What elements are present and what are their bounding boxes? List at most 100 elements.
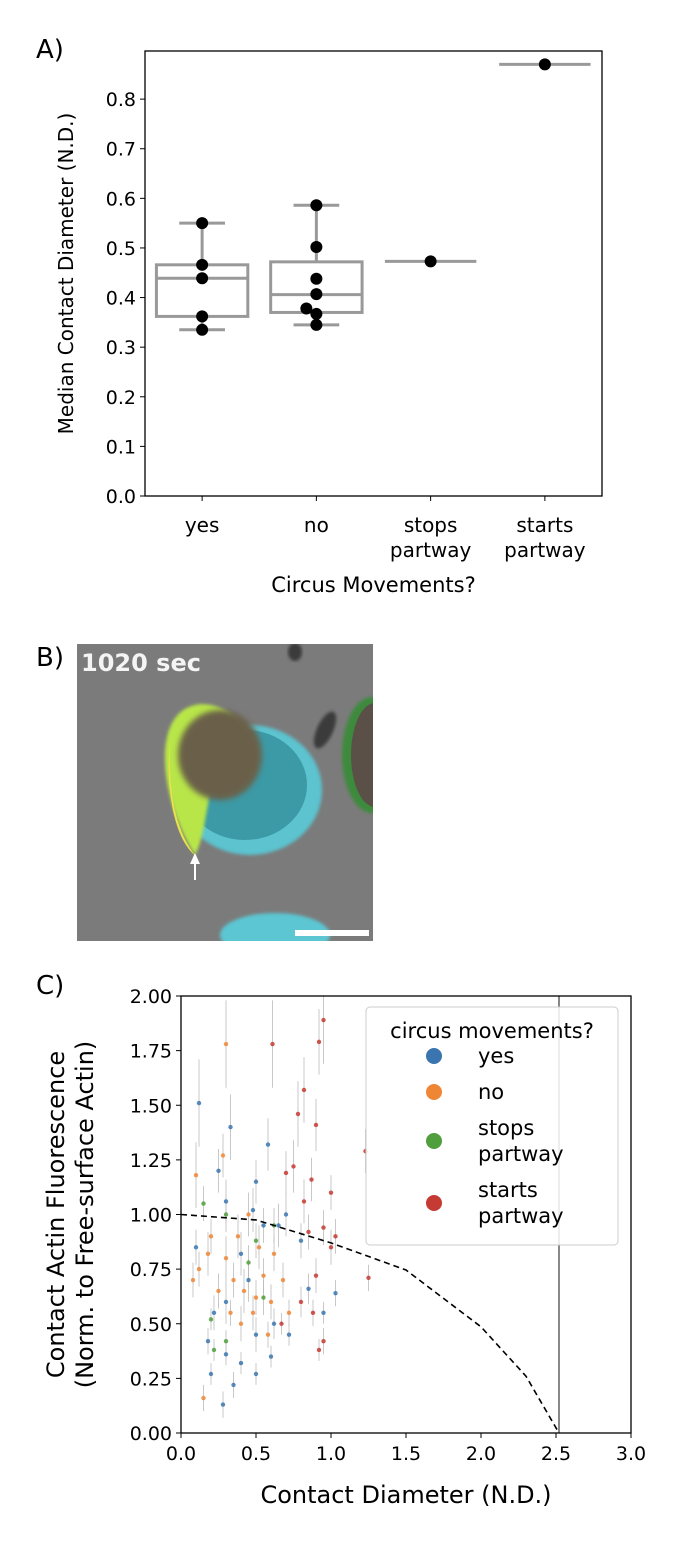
data-point-no — [223, 1256, 229, 1261]
data-point-no — [190, 1277, 196, 1283]
y-tick-label: 1.75 — [130, 1041, 172, 1063]
data-point-starts-partway — [321, 1017, 326, 1023]
data-point-starts-partway — [321, 1225, 326, 1230]
data-point-yes — [205, 1339, 211, 1344]
data-point-stops-partway — [261, 1295, 266, 1300]
x-tick-label: 2.5 — [541, 1443, 571, 1465]
data-point-no — [231, 1277, 236, 1283]
legend-label: partway — [478, 1142, 564, 1166]
x-tick-label: 2.0 — [466, 1443, 496, 1465]
data-point-yes — [306, 1286, 311, 1291]
y-tick-label: 0.25 — [130, 1368, 172, 1390]
data-point-no — [241, 1288, 247, 1294]
data-point — [310, 318, 323, 331]
legend-label: partway — [478, 1204, 564, 1228]
y-tick-label: 0.8 — [106, 89, 136, 111]
data-point-no — [201, 1395, 206, 1401]
data-point-starts-partway — [279, 1321, 284, 1326]
y-tick-label: 0.2 — [106, 387, 136, 409]
data-point-no — [223, 1041, 229, 1047]
legend-title: circus movements? — [390, 1019, 594, 1043]
panel-a-label: A) — [36, 35, 64, 65]
x-axis-label: Contact Diameter (N.D.) — [260, 1481, 551, 1509]
y-tick-label: 0.3 — [106, 337, 136, 359]
x-tick-label: partway — [390, 538, 472, 562]
data-point-yes — [250, 1207, 256, 1213]
y-tick-label: 0.4 — [106, 288, 136, 310]
y-tick-label: 0.1 — [106, 436, 136, 458]
data-point-yes — [268, 1354, 274, 1359]
data-point-no — [246, 1212, 251, 1217]
data-point-yes — [283, 1212, 289, 1217]
x-axis-label: Circus Movements? — [271, 573, 475, 597]
data-point-yes — [196, 1100, 202, 1106]
x-tick-label: stops — [404, 513, 458, 537]
data-point-yes — [253, 1179, 259, 1184]
data-point — [196, 323, 209, 336]
legend-marker — [426, 1084, 442, 1100]
data-point — [310, 272, 323, 285]
data-point-stops-partway — [211, 1347, 217, 1353]
data-point-no — [265, 1332, 271, 1337]
data-point-starts-partway — [310, 1310, 316, 1316]
data-point — [310, 199, 323, 212]
data-point-starts-partway — [333, 1234, 338, 1239]
legend-box — [365, 1006, 619, 1246]
data-point-starts-partway — [301, 1087, 307, 1093]
data-point — [196, 272, 209, 285]
data-point-starts-partway — [291, 1164, 296, 1169]
data-point — [196, 310, 209, 323]
timestamp-label: 1020 sec — [81, 649, 201, 677]
x-tick-label: 1.5 — [391, 1443, 421, 1465]
data-point-stops-partway — [223, 1339, 229, 1344]
data-point-yes — [231, 1382, 236, 1388]
data-point-yes — [223, 1352, 229, 1357]
plot-frame — [144, 50, 603, 497]
legend-label: starts — [478, 1178, 538, 1202]
data-point-starts-partway — [298, 1299, 304, 1305]
y-tick-label: 1.25 — [130, 1150, 172, 1172]
x-tick-label: 1.0 — [316, 1443, 346, 1465]
data-point — [538, 58, 551, 71]
data-point-no — [196, 1266, 202, 1272]
data-point-yes — [238, 1251, 244, 1257]
scale-bar — [295, 930, 369, 936]
data-point-yes — [321, 1310, 326, 1316]
data-point-starts-partway — [309, 1177, 314, 1182]
y-tick-label: 0.0 — [106, 486, 136, 508]
data-point — [196, 258, 209, 271]
data-point-yes — [216, 1168, 221, 1174]
data-point-yes — [276, 1223, 281, 1228]
y-tick-label: 0.7 — [106, 139, 136, 161]
data-point-stops-partway — [253, 1238, 259, 1243]
y-tick-label: 0.50 — [130, 1314, 172, 1336]
data-point-starts-partway — [313, 1273, 319, 1278]
y-tick-label: 1.00 — [130, 1205, 172, 1227]
data-point-no — [208, 1234, 214, 1239]
x-tick-label: 0.5 — [241, 1443, 271, 1465]
data-point-no — [220, 1153, 226, 1158]
data-point-yes — [228, 1124, 233, 1130]
data-point-yes — [286, 1332, 292, 1337]
data-point — [310, 307, 323, 320]
data-point-yes — [246, 1277, 251, 1283]
data-point — [424, 255, 437, 268]
legend: circus movements?yesnostopspartwaystarts… — [365, 1006, 619, 1246]
data-point-stops-partway — [246, 1260, 251, 1265]
data-point-yes — [298, 1238, 304, 1243]
data-point-starts-partway — [316, 1039, 322, 1045]
legend-label: yes — [478, 1044, 514, 1068]
data-point-yes — [253, 1371, 259, 1377]
data-point-starts-partway — [295, 1111, 301, 1117]
data-point-starts-partway — [313, 1122, 319, 1128]
data-point-no — [280, 1277, 286, 1283]
y-axis-label: Contact Actin Fluorescence — [42, 1051, 70, 1378]
data-point-yes — [193, 1245, 199, 1250]
x-tick-label: 0.0 — [166, 1443, 196, 1465]
data-point — [196, 217, 209, 230]
x-tick-label: starts — [516, 513, 573, 537]
data-point-yes — [220, 1402, 226, 1407]
